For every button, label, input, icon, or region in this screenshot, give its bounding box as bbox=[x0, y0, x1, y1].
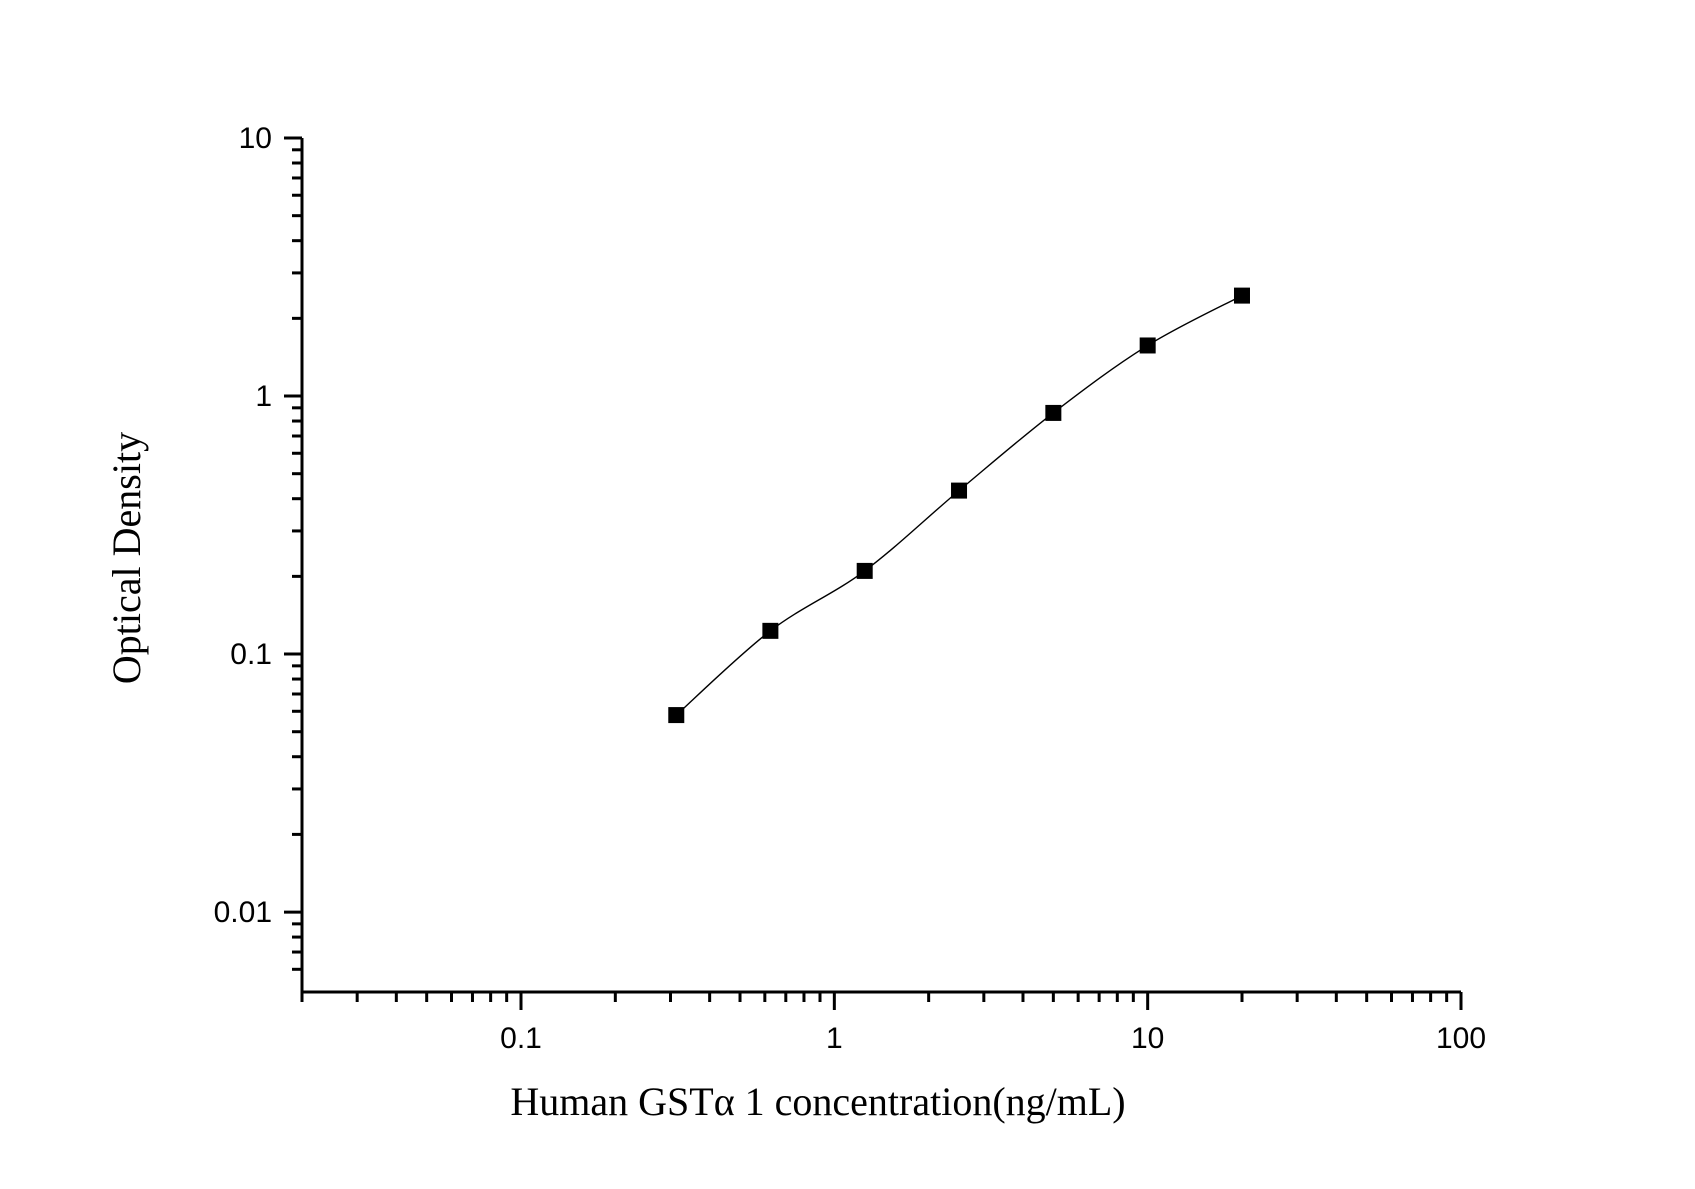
y-tick-label: 0.01 bbox=[214, 896, 272, 929]
standard-curve-line bbox=[675, 294, 1243, 716]
x-tick-label: 1 bbox=[826, 1022, 843, 1055]
axis-spines bbox=[300, 138, 1461, 994]
data-point-marker bbox=[856, 562, 873, 579]
y-tick-label: 0.1 bbox=[230, 638, 272, 671]
data-point-marker bbox=[1139, 337, 1156, 354]
y-axis-title: Optical Density bbox=[104, 431, 149, 685]
x-axis-title: Human GSTα 1 concentration(ng/mL) bbox=[510, 1079, 1126, 1124]
data-point-marker bbox=[951, 482, 968, 499]
data-point-marker bbox=[668, 707, 685, 724]
data-point-marker bbox=[762, 622, 779, 639]
x-tick-label: 100 bbox=[1436, 1022, 1486, 1055]
x-tick-label: 0.1 bbox=[500, 1022, 542, 1055]
data-point-marker bbox=[1233, 287, 1250, 304]
y-tick-label: 1 bbox=[255, 380, 272, 413]
data-point-marker bbox=[1045, 404, 1062, 421]
x-tick-label: 10 bbox=[1131, 1022, 1164, 1055]
y-tick-label: 10 bbox=[239, 122, 272, 155]
